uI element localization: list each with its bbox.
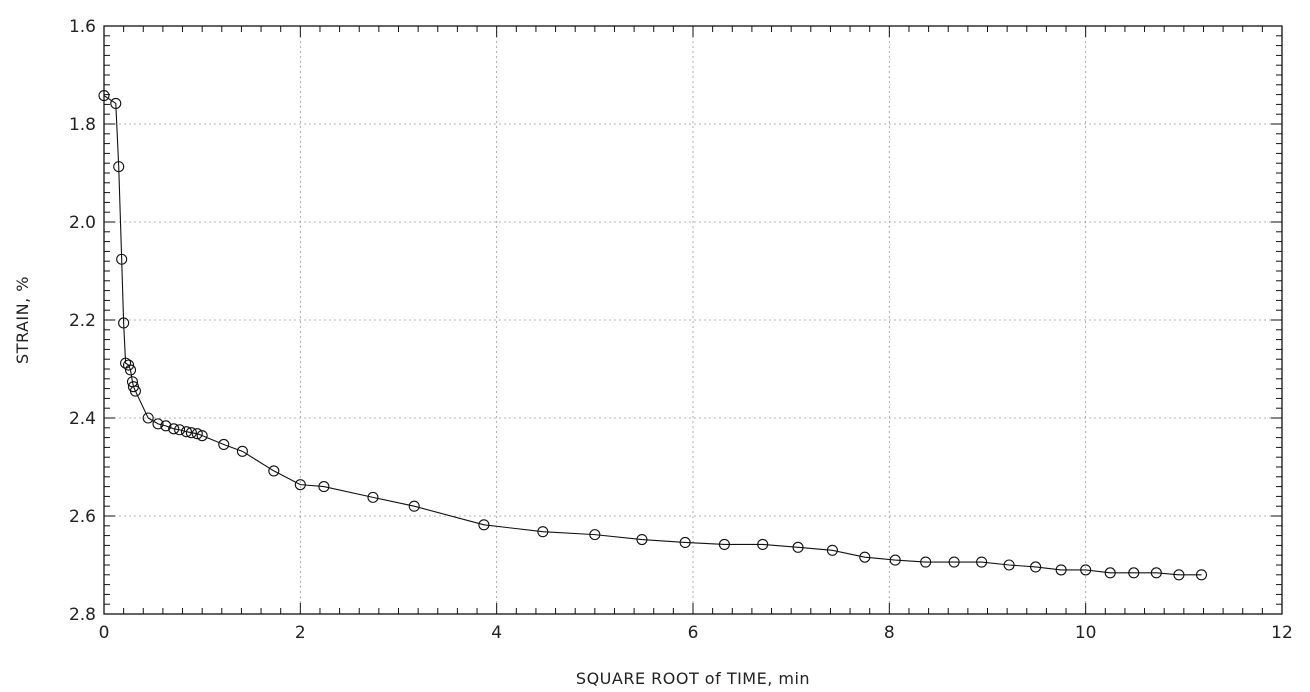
data-point	[129, 385, 141, 397]
x-tick-label: 12	[1271, 623, 1293, 643]
y-tick-label: 2.6	[69, 507, 96, 527]
tick-labels: 0 2 4 6 8 10 12 1.6 1.8 2.0 2.2 2.4 2.6 2.8	[69, 17, 1293, 643]
data-point	[1104, 567, 1116, 579]
data-point	[218, 438, 230, 451]
data-point	[679, 536, 691, 549]
data-point	[116, 253, 128, 265]
data-point	[636, 533, 648, 546]
data-point	[174, 424, 186, 436]
data-point	[113, 161, 125, 173]
data-point	[294, 479, 306, 491]
data-point	[1173, 569, 1185, 581]
data-point	[889, 554, 901, 566]
data-point	[98, 90, 110, 102]
data-point	[367, 491, 379, 503]
plot-frame	[103, 25, 1283, 615]
data-point	[976, 556, 988, 568]
data-point	[168, 423, 180, 435]
data-point	[408, 500, 420, 512]
x-axis-title: SQUARE ROOT of TIME, min	[576, 669, 810, 688]
data-point	[589, 529, 601, 541]
data-point	[859, 551, 871, 563]
data-point	[1080, 564, 1092, 576]
x-tick-label: 0	[99, 623, 110, 643]
series-line	[103, 95, 1202, 576]
data-point	[826, 544, 838, 556]
data-point	[537, 526, 549, 538]
data-point	[118, 317, 130, 329]
data-point	[110, 97, 122, 109]
x-tick-label: 8	[884, 623, 895, 643]
data-point	[1030, 561, 1042, 573]
data-point	[1128, 567, 1140, 579]
data-point	[185, 427, 197, 439]
data-point	[124, 364, 137, 376]
data-point	[152, 418, 164, 430]
data-point	[236, 445, 248, 457]
data-point	[718, 538, 730, 550]
x-tick-label: 6	[688, 623, 699, 643]
data-point	[1150, 567, 1162, 579]
data-point	[920, 556, 932, 568]
data-point	[1003, 559, 1015, 571]
x-tick-label: 4	[491, 623, 502, 643]
y-tick-label: 2.4	[69, 409, 96, 429]
data-point	[180, 426, 193, 438]
y-tick-label: 2.0	[69, 213, 96, 233]
x-tick-label: 10	[1075, 623, 1097, 643]
data-point	[191, 428, 203, 440]
data-point	[268, 465, 280, 477]
data-point	[122, 359, 135, 371]
data-point	[160, 420, 172, 432]
x-tick-label: 2	[295, 623, 306, 643]
y-tick-label: 1.6	[69, 17, 96, 37]
grid-lines	[104, 26, 1282, 614]
data-point	[196, 430, 208, 442]
data-point	[792, 541, 804, 553]
data-point	[318, 481, 330, 493]
data-point	[142, 412, 154, 424]
series-strain	[98, 90, 1208, 581]
data-point	[1195, 569, 1208, 581]
data-point	[1055, 564, 1067, 576]
data-point	[757, 538, 769, 550]
data-point	[948, 556, 960, 568]
y-tick-label: 2.8	[69, 605, 96, 625]
data-point	[478, 519, 490, 531]
y-axis-title: STRAIN, %	[13, 276, 32, 364]
y-tick-label: 2.2	[69, 311, 96, 331]
y-tick-label: 1.8	[69, 115, 96, 135]
